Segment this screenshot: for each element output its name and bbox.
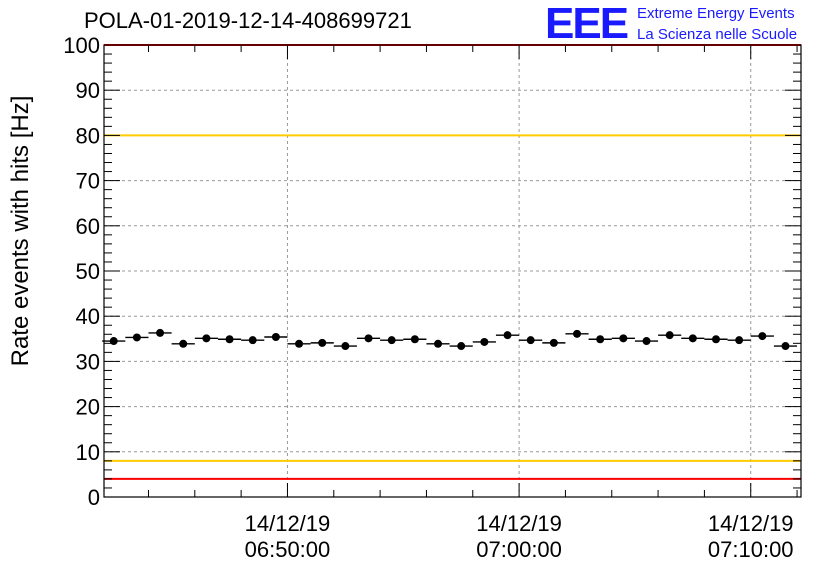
y-tick-label: 30: [76, 349, 100, 374]
y-tick-label: 20: [76, 395, 100, 420]
data-point: [271, 332, 280, 341]
x-tick-label-date: 14/12/19: [708, 511, 794, 536]
data-point: [665, 331, 674, 340]
data-point: [503, 331, 512, 340]
y-tick-label: 10: [76, 440, 100, 465]
data-point: [688, 334, 697, 343]
y-tick-label: 60: [76, 214, 100, 239]
data-point: [248, 336, 257, 345]
y-tick-label: 90: [76, 78, 100, 103]
data-point: [410, 335, 419, 344]
y-tick-label: 50: [76, 259, 100, 284]
data-point: [109, 337, 118, 346]
x-tick-label-date: 14/12/19: [476, 511, 562, 536]
data-point: [642, 337, 651, 346]
chart-title: POLA-01-2019-12-14-408699721: [84, 8, 412, 33]
x-tick-label-time: 06:50:00: [245, 537, 331, 562]
data-point: [573, 329, 582, 338]
y-axis-label: Rate events with hits [Hz]: [7, 96, 34, 367]
data-point: [457, 342, 466, 351]
logo-line-2: La Scienza nelle Scuole: [637, 26, 798, 43]
data-point: [341, 342, 350, 351]
y-tick-label: 40: [76, 304, 100, 329]
data-point: [480, 337, 489, 346]
eee-logo-mark: EEE: [545, 0, 629, 48]
y-tick-label: 0: [88, 485, 100, 510]
data-point: [387, 336, 396, 345]
data-point: [202, 334, 211, 343]
data-point: [318, 338, 327, 347]
y-tick-label: 70: [76, 169, 100, 194]
data-point: [132, 333, 141, 342]
data-point: [364, 334, 373, 343]
data-point: [758, 332, 767, 341]
data-point: [549, 338, 558, 347]
data-point: [434, 339, 443, 348]
data-point: [735, 336, 744, 345]
eee-logo: EEE Extreme Energy Events La Scienza nel…: [545, 2, 833, 46]
data-point: [295, 339, 304, 348]
data-point: [179, 339, 188, 348]
data-point: [526, 336, 535, 345]
y-tick-label: 80: [76, 123, 100, 148]
x-tick-label-time: 07:10:00: [708, 537, 794, 562]
logo-line-1: Extreme Energy Events: [637, 5, 795, 22]
data-point: [619, 334, 628, 343]
x-tick-label-date: 14/12/19: [245, 511, 331, 536]
data-point: [225, 335, 234, 344]
x-tick-label-time: 07:00:00: [476, 537, 562, 562]
data-point: [781, 342, 790, 351]
data-point: [596, 335, 605, 344]
data-point: [711, 335, 720, 344]
data-point: [156, 328, 165, 337]
y-tick-label: 100: [63, 33, 100, 58]
